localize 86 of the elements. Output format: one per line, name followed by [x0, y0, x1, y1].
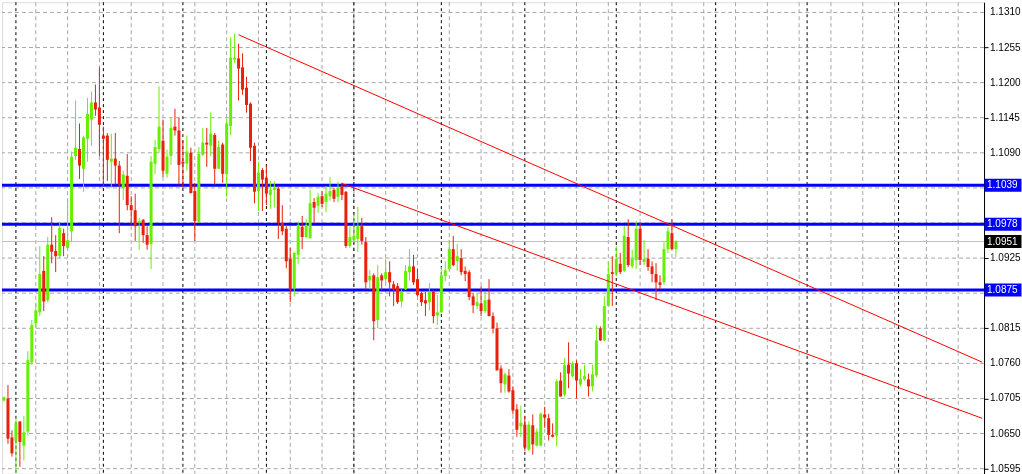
candlestick: [427, 282, 431, 311]
candlestick: [14, 417, 18, 474]
candlestick: [348, 225, 352, 249]
candlestick: [268, 180, 272, 210]
candlestick: [78, 122, 82, 180]
candlestick: [658, 274, 662, 290]
y-tick-label: 1.1200: [990, 76, 1022, 88]
candlestick: [483, 291, 487, 314]
y-tick-label: 1.0760: [990, 357, 1022, 369]
candlestick: [642, 239, 646, 266]
candlestick: [435, 294, 439, 326]
candlestick: [567, 341, 571, 389]
candlestick: [316, 192, 320, 214]
candlestick: [54, 234, 58, 273]
candlestick: [388, 260, 392, 297]
candlestick: [74, 99, 78, 161]
candlestick: [423, 291, 427, 317]
candlestick: [543, 406, 547, 429]
candlestick: [396, 282, 400, 305]
candlestick: [475, 292, 479, 310]
candlestick: [459, 248, 463, 276]
candlestick: [523, 415, 527, 452]
candlestick: [137, 217, 141, 251]
candlestick: [50, 216, 54, 264]
candlestick: [670, 218, 674, 251]
candlestick: [336, 181, 340, 203]
candlestick: [209, 112, 213, 157]
candlestick: [356, 206, 360, 253]
candlestick: [109, 133, 113, 189]
candlestick: [237, 43, 241, 101]
candlestick: [117, 160, 121, 234]
candlestick: [185, 135, 189, 172]
candlestick: [328, 176, 332, 202]
candlestick: [586, 373, 590, 398]
candlestick: [384, 258, 388, 283]
candlestick: [404, 264, 408, 291]
candlestick: [654, 262, 658, 301]
ref-line-label: 1.0875: [987, 284, 1019, 295]
candlestick: [256, 161, 260, 212]
candlestick: [113, 132, 117, 186]
candlestick: [272, 181, 276, 209]
candlestick: [479, 285, 483, 317]
candlestick: [121, 170, 125, 201]
candlestick: [392, 280, 396, 307]
candlestick: [260, 167, 264, 212]
candlestick: [519, 405, 523, 438]
ref-line-label: 1.1039: [987, 179, 1019, 191]
candlestick: [352, 213, 356, 244]
candlestick: [559, 371, 563, 398]
candlestick: [503, 371, 507, 394]
candlestick: [610, 255, 614, 307]
candlestick: [264, 165, 268, 206]
y-tick-label: 1.0815: [990, 322, 1022, 334]
y-tick-label: 1.0705: [990, 392, 1022, 404]
y-tick-label: 1.0925: [990, 252, 1022, 264]
candlestick: [531, 413, 535, 456]
candlestick: [451, 235, 455, 267]
candlestick: [217, 140, 221, 170]
candlestick: [320, 190, 324, 208]
ref-line-label: 1.0978: [987, 218, 1019, 230]
y-tick-label: 1.1310: [990, 6, 1022, 18]
y-tick-label: 1.1145: [990, 111, 1021, 123]
y-tick-label: 1.1090: [990, 146, 1022, 158]
candlestick: [674, 239, 678, 258]
candlestick: [447, 239, 451, 271]
candlestick: [66, 199, 70, 249]
candlestick: [62, 228, 66, 257]
candlestick: [360, 217, 364, 246]
candlestick: [101, 126, 105, 187]
candlestick: [129, 195, 133, 226]
candlestick: [368, 269, 372, 290]
candlestick: [97, 66, 101, 157]
y-tick-label: 1.0595: [990, 462, 1022, 474]
candlestick: [18, 420, 22, 468]
y-tick-label: 1.0650: [990, 427, 1022, 439]
candlestick: [133, 193, 137, 242]
candlestick: [89, 91, 93, 147]
candlestick: [312, 197, 316, 224]
candlestick: [455, 243, 459, 272]
y-tick-label: 1.1255: [990, 41, 1022, 53]
candlestick: [205, 127, 209, 168]
candlestick: [300, 215, 304, 250]
candlestick: [614, 245, 618, 277]
candlestick: [618, 252, 622, 275]
candlestick: [547, 413, 551, 442]
ref-line-label: 1.0951: [987, 235, 1019, 247]
